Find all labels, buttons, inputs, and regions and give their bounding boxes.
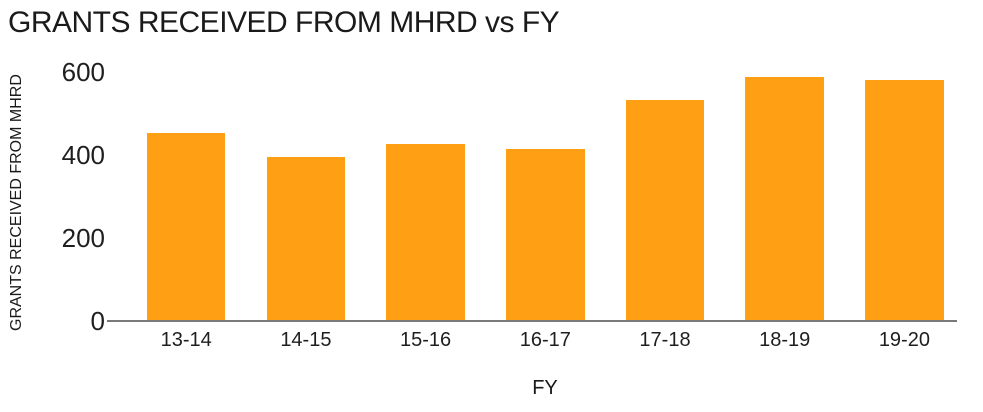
bar-19-20	[865, 79, 944, 321]
y-tick-label-600: 600	[61, 56, 105, 87]
y-tick-label-200: 200	[61, 222, 105, 253]
bar-14-15	[266, 156, 346, 321]
x-axis-title: FY	[532, 377, 558, 399]
bar-13-14	[146, 132, 226, 321]
x-tick-label-16-17: 16-17	[519, 329, 571, 351]
y-tick-label-400: 400	[61, 139, 105, 170]
x-axis-line	[107, 319, 957, 322]
x-tick-label-15-16: 15-16	[400, 329, 452, 351]
chart-title: GRANTS RECEIVED FROM MHRD vs FY	[8, 6, 560, 39]
bar-18-19	[745, 76, 824, 321]
x-tick-label-13-14: 13-14	[160, 329, 212, 351]
x-tick-label-14-15: 14-15	[280, 329, 332, 351]
y-tick-label-0: 0	[90, 305, 105, 336]
y-axis-title: GRANTS RECEIVED FROM MHRD	[8, 74, 25, 331]
bar-15-16	[386, 143, 465, 321]
bar-16-17	[506, 149, 585, 321]
bar-17-18	[625, 99, 705, 321]
x-tick-label-18-19: 18-19	[759, 329, 811, 351]
x-tick-label-19-20: 19-20	[878, 329, 930, 351]
x-tick-label-17-18: 17-18	[639, 329, 691, 351]
